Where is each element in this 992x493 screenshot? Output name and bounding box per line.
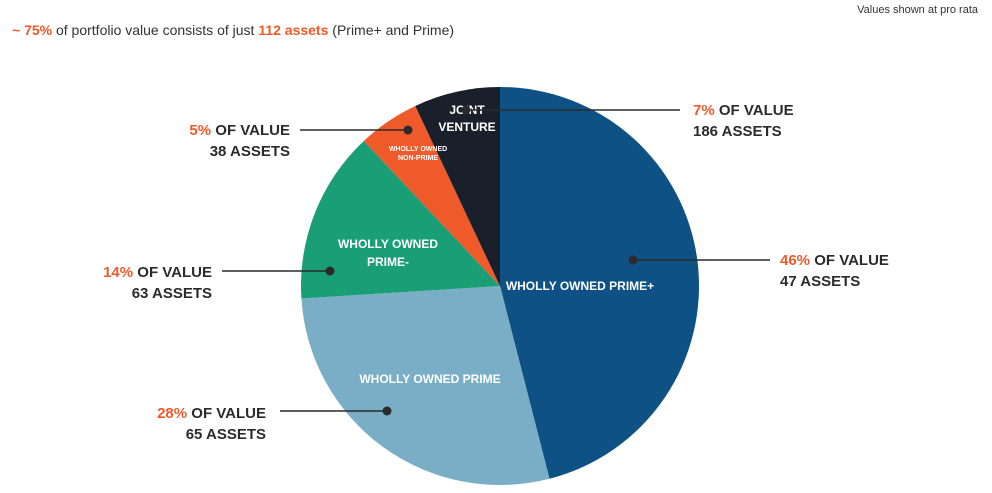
headline-text-2: (Prime+ and Prime) (328, 22, 455, 38)
callout-value-prime: 28% OF VALUE (157, 405, 266, 422)
callout-value-joint-venture: 7% OF VALUE (693, 102, 794, 119)
pie-slice-prime-plus (500, 87, 700, 479)
pie-slice-prime (301, 286, 550, 486)
callout-assets-non-prime: 38 ASSETS (210, 143, 290, 160)
callout-assets-joint-venture: 186 ASSETS (693, 123, 782, 140)
callout-value-prime-minus: 14% OF VALUE (103, 264, 212, 281)
slice-label-prime: WHOLLY OWNED PRIME (359, 372, 500, 386)
headline: ~ 75% of portfolio value consists of jus… (12, 22, 454, 38)
slice-label-prime-minus: WHOLLY OWNED PRIME- (338, 237, 438, 269)
pie-slice-non-prime (363, 105, 500, 286)
slice-label-prime-plus: WHOLLY OWNED PRIME+ (506, 279, 654, 293)
leader-dot-joint-venture (461, 105, 471, 115)
callout-assets-prime-plus: 47 ASSETS (780, 273, 860, 290)
slice-label-non-prime: WHOLLY OWNED NON-PRIME (389, 146, 447, 162)
callout-assets-prime: 65 ASSETS (186, 426, 266, 443)
callout-assets-prime-minus: 63 ASSETS (132, 285, 212, 302)
leader-dot-prime-minus (325, 266, 335, 276)
callout-value-non-prime: 5% OF VALUE (189, 122, 290, 139)
headline-text-1: of portfolio value consists of just (52, 22, 259, 38)
leader-dot-prime (382, 406, 392, 416)
headline-asset-count: 112 assets (258, 22, 329, 38)
callout-value-prime-plus: 46% OF VALUE (780, 252, 889, 269)
leader-dot-non-prime (403, 125, 413, 135)
leader-dot-prime-plus (628, 255, 638, 265)
pro-rata-note: Values shown at pro rata (857, 4, 978, 16)
pie-slice-prime-minus (300, 140, 500, 299)
pie-slice-joint-venture (415, 87, 500, 286)
headline-percent: ~ 75% (12, 22, 53, 38)
